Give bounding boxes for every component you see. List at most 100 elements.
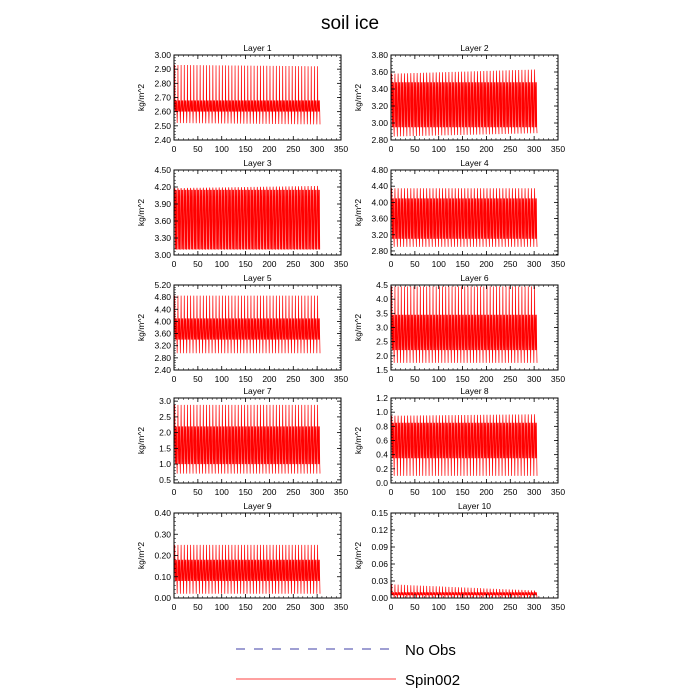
y-tick-label: 4.00: [371, 197, 388, 207]
x-tick-label: 200: [479, 374, 493, 384]
y-tick-label: 2.80: [154, 353, 171, 363]
y-tick-label: 0.12: [371, 525, 388, 535]
panel-title: Layer 6: [460, 273, 489, 283]
y-tick-label: 4.40: [371, 181, 388, 191]
y-tick-label: 3.30: [154, 233, 171, 243]
y-tick-label: 2.0: [159, 428, 171, 438]
x-tick-label: 300: [527, 144, 541, 154]
y-tick-label: 0.20: [154, 551, 171, 561]
x-tick-label: 350: [551, 374, 565, 384]
y-tick-label: 0.40: [154, 508, 171, 518]
panel-title: Layer 1: [243, 43, 272, 53]
y-tick-label: 0.8: [376, 421, 388, 431]
x-tick-label: 150: [238, 144, 252, 154]
x-tick-label: 0: [172, 374, 177, 384]
y-tick-label: 4.80: [154, 292, 171, 302]
x-tick-label: 50: [193, 602, 203, 612]
legend: No Obs Spin002: [236, 642, 460, 689]
x-tick-label: 350: [334, 487, 348, 497]
panel-grid: Layer 1 kg/m^2 0 50 100 150 200 250 300 350 2.40 2.…: [136, 43, 565, 612]
y-axis-label: kg/m^2: [136, 199, 146, 226]
x-tick-label: 50: [410, 602, 420, 612]
x-tick-label: 350: [334, 144, 348, 154]
x-tick-label: 50: [410, 144, 420, 154]
x-tick-label: 200: [479, 259, 493, 269]
x-tick-label: 100: [432, 487, 446, 497]
y-tick-label: 0.0: [376, 478, 388, 488]
series-line-spin002: [390, 518, 538, 599]
x-tick-label: 300: [527, 602, 541, 612]
x-tick-label: 250: [286, 602, 300, 612]
panel-title: Layer 8: [460, 386, 489, 396]
legend-label: No Obs: [405, 642, 456, 659]
x-tick-label: 200: [262, 259, 276, 269]
y-tick-label: 0.30: [154, 529, 171, 539]
x-tick-label: 250: [503, 487, 517, 497]
series-line-spin002: [390, 408, 538, 476]
y-tick-label: 3.00: [154, 250, 171, 260]
x-tick-label: 50: [410, 259, 420, 269]
x-tick-label: 300: [310, 602, 324, 612]
x-tick-label: 250: [503, 144, 517, 154]
x-tick-label: 350: [551, 144, 565, 154]
x-tick-label: 100: [432, 259, 446, 269]
x-tick-label: 350: [334, 602, 348, 612]
x-tick-label: 150: [455, 602, 469, 612]
x-tick-label: 150: [455, 374, 469, 384]
y-tick-label: 4.20: [154, 182, 171, 192]
plot-frame: [390, 54, 559, 141]
y-tick-label: 2.40: [154, 135, 171, 145]
x-tick-label: 250: [286, 487, 300, 497]
panel-layer-10: Layer 10 kg/m^2 0 50 100 150 200 250 300 350 0.00 0…: [353, 501, 565, 612]
x-tick-label: 0: [172, 259, 177, 269]
y-tick-label: 4.5: [376, 280, 388, 290]
y-tick-label: 0.5: [159, 475, 171, 485]
y-tick-label: 3.20: [371, 230, 388, 240]
y-tick-label: 3.5: [376, 308, 388, 318]
y-tick-label: 3.80: [371, 50, 388, 60]
y-tick-label: 4.80: [371, 165, 388, 175]
panel-layer-2: Layer 2 kg/m^2 0 50 100 150 200 250 300 350 2.80 3.…: [353, 43, 565, 154]
y-axis-label: kg/m^2: [353, 542, 363, 569]
x-tick-label: 100: [215, 144, 229, 154]
x-tick-label: 0: [389, 144, 394, 154]
panel-title: Layer 7: [243, 386, 272, 396]
x-tick-label: 150: [455, 487, 469, 497]
y-axis-label: kg/m^2: [353, 314, 363, 341]
x-tick-label: 50: [193, 144, 203, 154]
y-tick-label: 3.90: [154, 199, 171, 209]
y-tick-label: 0.06: [371, 559, 388, 569]
y-tick-label: 2.5: [159, 412, 171, 422]
y-tick-label: 0.03: [371, 576, 388, 586]
x-tick-label: 100: [215, 374, 229, 384]
x-tick-label: 0: [389, 374, 394, 384]
y-tick-label: 1.0: [376, 407, 388, 417]
x-tick-label: 0: [389, 259, 394, 269]
x-tick-label: 350: [334, 259, 348, 269]
y-tick-label: 2.0: [376, 351, 388, 361]
x-tick-label: 250: [286, 259, 300, 269]
x-tick-label: 300: [310, 487, 324, 497]
y-tick-label: 2.40: [154, 365, 171, 375]
y-tick-label: 0.00: [371, 593, 388, 603]
series-line-spin002: [173, 291, 321, 354]
x-tick-label: 350: [334, 374, 348, 384]
x-tick-label: 100: [432, 144, 446, 154]
x-tick-label: 200: [262, 602, 276, 612]
y-axis-label: kg/m^2: [353, 427, 363, 454]
panel-title: Layer 10: [458, 501, 491, 511]
x-tick-label: 100: [432, 374, 446, 384]
y-tick-label: 0.10: [154, 572, 171, 582]
figure-title: soil ice: [321, 13, 379, 34]
plot-frame: [390, 512, 559, 599]
y-tick-label: 0.4: [376, 450, 388, 460]
y-tick-label: 2.70: [154, 93, 171, 103]
series-line-spin002: [390, 285, 538, 363]
x-tick-label: 300: [310, 259, 324, 269]
y-axis-label: kg/m^2: [136, 427, 146, 454]
x-tick-label: 100: [215, 487, 229, 497]
legend-label: Spin002: [405, 672, 460, 689]
x-tick-label: 300: [310, 374, 324, 384]
y-tick-label: 4.0: [376, 294, 388, 304]
y-tick-label: 3.20: [154, 341, 171, 351]
